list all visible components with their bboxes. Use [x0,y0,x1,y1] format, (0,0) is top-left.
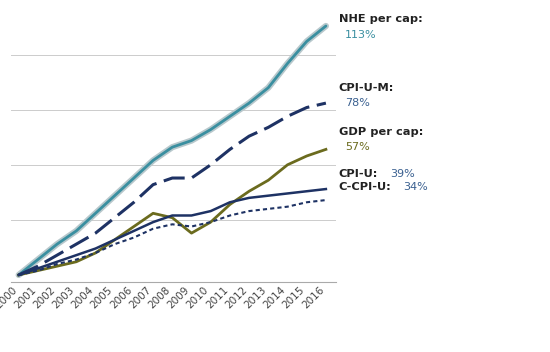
Text: 78%: 78% [345,98,370,108]
Text: NHE per cap:: NHE per cap: [339,14,422,24]
Text: 113%: 113% [345,30,377,40]
Text: GDP per cap:: GDP per cap: [339,127,423,137]
Text: CPI-U:: CPI-U: [339,169,378,178]
Text: 34%: 34% [404,182,428,192]
Text: CPI-U-M:: CPI-U-M: [339,83,394,93]
Text: 57%: 57% [345,142,370,152]
Text: C-CPI-U:: C-CPI-U: [339,182,392,192]
Text: 39%: 39% [390,169,415,178]
